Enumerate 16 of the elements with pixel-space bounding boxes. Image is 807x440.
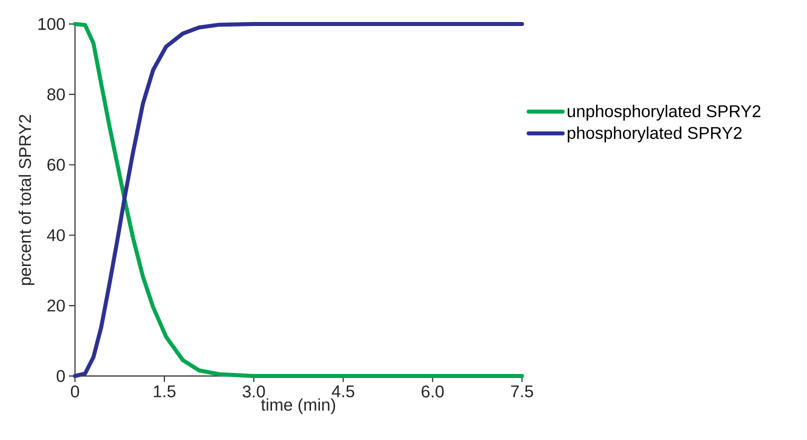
y-tick-label: 0 — [56, 370, 65, 382]
legend-label: phosphorylated SPRY2 — [568, 126, 742, 142]
x-tick-label: 6.0 — [422, 386, 444, 398]
x-tick-label: 4.5 — [332, 386, 354, 398]
x-tick-label: 3.0 — [242, 386, 265, 398]
y-tick-label: 100 — [38, 18, 65, 30]
x-tick-label: 1.5 — [154, 386, 176, 398]
y-tick-label: 40 — [47, 229, 65, 242]
y-tick-label: 80 — [47, 88, 65, 100]
y-tick-label: 20 — [48, 300, 65, 312]
x-tick-label: 7.5 — [511, 386, 534, 398]
y-tick-label: 60 — [48, 158, 65, 171]
x-axis-title: time (min) — [261, 398, 336, 414]
legend-label: unphosphorylated SPRY2 — [568, 104, 760, 121]
x-tick-label: 0 — [70, 386, 80, 398]
y-axis-title: percent of total SPRY2 — [18, 114, 34, 285]
